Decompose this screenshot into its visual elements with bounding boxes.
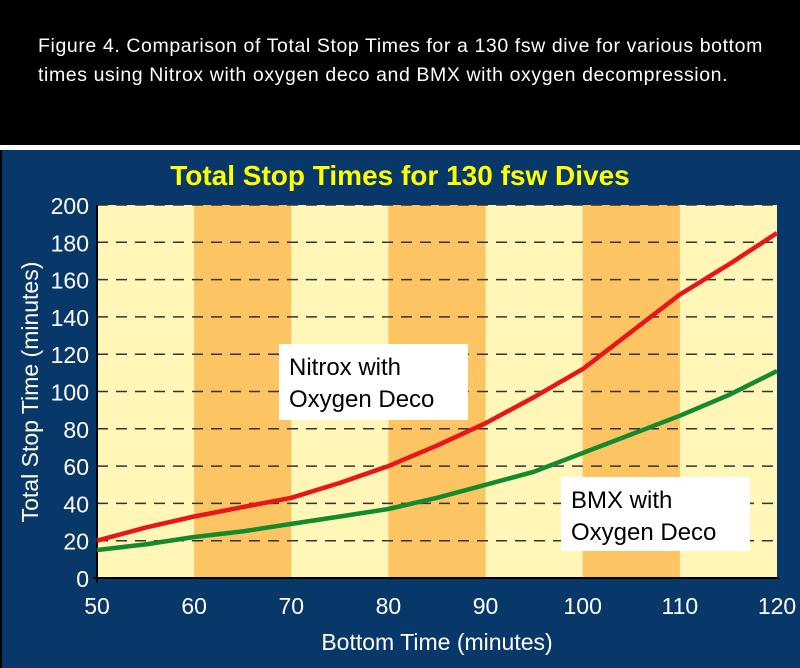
- series-label-box: [561, 477, 750, 551]
- y-axis-title: Total Stop Time (minutes): [17, 262, 43, 523]
- series-label: BMX with: [571, 487, 672, 514]
- y-tick-label: 60: [63, 454, 89, 480]
- x-tick-label: 80: [376, 593, 402, 619]
- y-tick-label: 80: [63, 417, 89, 443]
- x-tick-label: 70: [278, 593, 304, 619]
- series-label: Oxygen Deco: [289, 386, 434, 413]
- x-tick-label: 120: [758, 593, 796, 619]
- x-tick-label: 60: [181, 593, 207, 619]
- series-label: Nitrox with: [289, 354, 401, 381]
- divider: [0, 145, 800, 150]
- series-label-box: [279, 344, 468, 420]
- y-tick-label: 0: [76, 566, 89, 592]
- y-tick-label: 140: [51, 305, 89, 331]
- series-label: Oxygen Deco: [571, 519, 716, 546]
- y-tick-label: 100: [51, 380, 89, 406]
- y-tick-label: 180: [51, 230, 89, 256]
- x-tick-label: 100: [564, 593, 602, 619]
- x-axis-title: Bottom Time (minutes): [321, 629, 552, 655]
- y-tick-label: 200: [51, 193, 89, 219]
- y-tick-label: 120: [51, 342, 89, 368]
- series-line-bmx: [96, 368, 779, 553]
- x-tick-label: 90: [473, 593, 499, 619]
- x-tick-label: 50: [84, 593, 110, 619]
- chart-title: Total Stop Times for 130 fsw Dives: [170, 160, 630, 191]
- y-tick-label: 40: [63, 491, 89, 517]
- y-tick-label: 160: [51, 268, 89, 294]
- y-tick-label: 20: [63, 529, 89, 555]
- x-tick-label: 110: [662, 593, 699, 619]
- series-line-nitrox: [96, 231, 779, 543]
- figure-caption: Figure 4. Comparison of Total Stop Times…: [38, 35, 763, 86]
